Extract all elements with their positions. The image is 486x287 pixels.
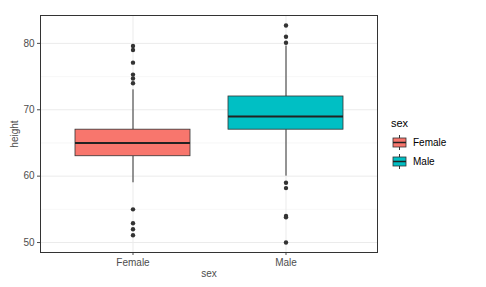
svg-text:70: 70 bbox=[23, 104, 35, 115]
svg-text:80: 80 bbox=[23, 38, 35, 49]
html-text:Female: Female bbox=[413, 136, 447, 148]
svg-text:60: 60 bbox=[23, 170, 35, 181]
svg-text:50: 50 bbox=[23, 237, 35, 248]
svg-text:Male: Male bbox=[275, 257, 297, 268]
html-text:Male: Male bbox=[413, 155, 435, 167]
html-text:sex: sex bbox=[391, 116, 409, 129]
svg-text:height: height bbox=[9, 120, 20, 147]
svg-text:sex: sex bbox=[201, 268, 217, 279]
svg-text:Female: Female bbox=[116, 257, 150, 268]
